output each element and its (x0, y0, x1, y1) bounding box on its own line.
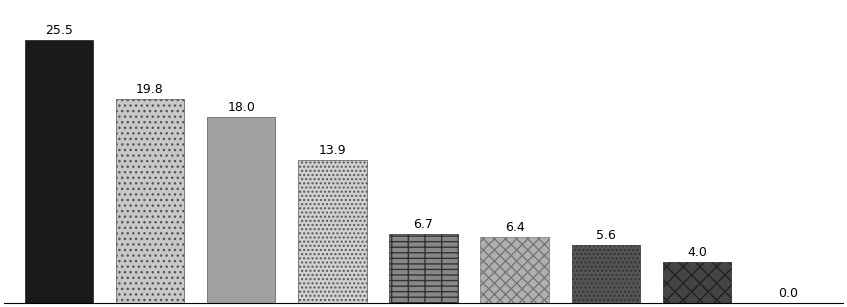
Text: 0.0: 0.0 (778, 287, 798, 300)
Bar (390, 234, 457, 303)
Bar (207, 118, 275, 303)
Bar (663, 262, 731, 303)
Text: 25.5: 25.5 (45, 24, 73, 37)
Bar (25, 40, 93, 303)
Text: 4.0: 4.0 (687, 246, 707, 258)
Bar (480, 237, 549, 303)
Bar (572, 245, 640, 303)
Text: 6.7: 6.7 (413, 218, 434, 231)
Bar (298, 160, 367, 303)
Bar (116, 99, 184, 303)
Text: 18.0: 18.0 (227, 101, 255, 115)
Text: 5.6: 5.6 (596, 229, 616, 242)
Text: 6.4: 6.4 (505, 221, 524, 234)
Text: 13.9: 13.9 (318, 144, 346, 157)
Text: 19.8: 19.8 (136, 83, 164, 96)
